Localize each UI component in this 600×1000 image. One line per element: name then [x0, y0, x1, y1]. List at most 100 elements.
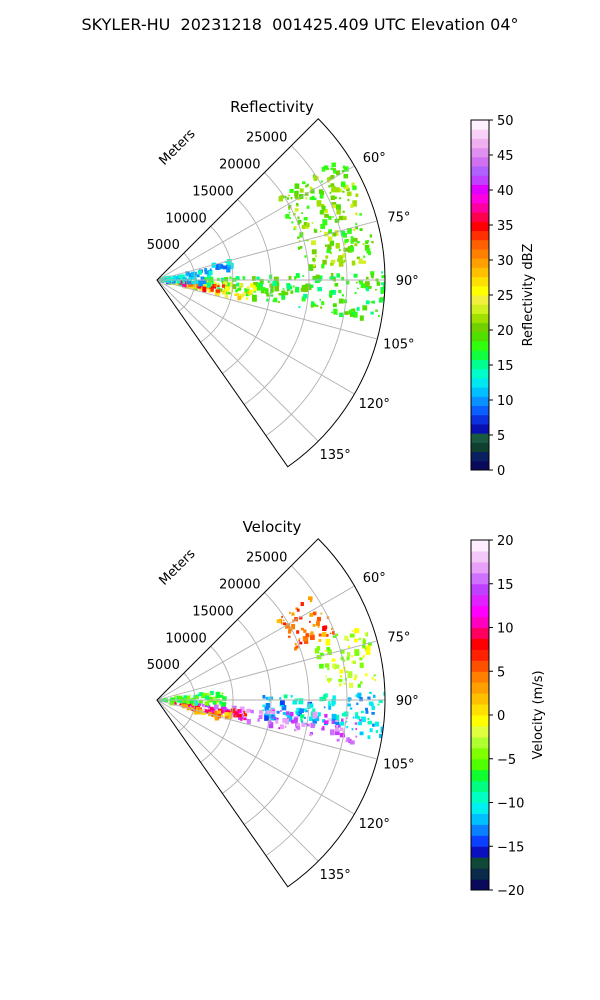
colorbar-swatch — [471, 824, 489, 836]
echo-gate — [281, 615, 283, 618]
echo-gate — [187, 702, 192, 706]
echo-gate — [258, 715, 263, 720]
echo-gate — [330, 174, 335, 180]
echo-gate — [331, 162, 336, 168]
echo-gate — [291, 719, 295, 724]
echo-gate — [319, 663, 324, 669]
echo-gate — [362, 655, 365, 658]
azimuth-tick-label: 105° — [383, 758, 414, 773]
echo-gate — [302, 635, 308, 642]
azimuth-tick-label: 90° — [396, 694, 419, 709]
echo-gate — [330, 252, 332, 254]
echo-gate — [328, 706, 332, 710]
echo-gate — [300, 287, 306, 292]
echo-gate — [205, 710, 209, 714]
echo-gate — [356, 306, 360, 311]
echo-gate — [293, 717, 298, 724]
echo-gate — [193, 709, 199, 715]
echo-gate — [222, 290, 225, 293]
echo-gate — [203, 693, 208, 698]
echo-gate — [321, 697, 327, 702]
echo-gate — [325, 638, 331, 646]
echo-gate — [318, 189, 323, 194]
echo-gate — [171, 699, 174, 704]
echo-gate — [214, 710, 219, 716]
range-ring — [265, 145, 348, 437]
echo-gate — [278, 195, 283, 202]
echo-gate — [321, 204, 325, 208]
echo-gate — [180, 698, 185, 704]
echo-gate — [305, 283, 311, 290]
echo-gate — [321, 301, 325, 306]
echo-gate — [335, 243, 340, 249]
echo-gate — [246, 291, 250, 295]
echo-gate — [294, 278, 297, 280]
echo-gate — [370, 301, 373, 304]
echo-gate — [340, 181, 346, 188]
echo-gate — [303, 221, 308, 227]
colorbar-swatch — [471, 682, 489, 694]
echo-gate — [288, 275, 292, 280]
echo-gate — [195, 280, 200, 284]
echo-gate — [306, 183, 309, 187]
echo-gate — [331, 202, 337, 207]
echo-gate — [356, 702, 359, 705]
echo-gate — [193, 709, 196, 713]
echo-gate — [295, 729, 298, 732]
echo-gate — [335, 721, 340, 726]
echo-gate — [352, 716, 355, 719]
echo-gate — [331, 311, 333, 314]
echo-gate — [333, 308, 338, 315]
echo-gate — [281, 704, 287, 711]
echo-gate — [242, 292, 246, 296]
echo-gate — [368, 701, 374, 706]
echo-gate — [342, 210, 345, 213]
echo-gate — [238, 287, 242, 291]
colorbar-swatch — [471, 239, 489, 250]
colorbar-swatch — [471, 572, 489, 585]
colorbar-swatch — [471, 583, 489, 596]
echo-gate — [255, 284, 261, 291]
colorbar-swatch — [471, 660, 489, 672]
echo-gate — [369, 234, 373, 238]
echo-gate — [328, 677, 332, 681]
echo-gate — [242, 277, 246, 280]
colorbar-swatch — [471, 879, 489, 891]
echo-gate — [319, 230, 322, 233]
echo-field — [159, 596, 385, 745]
echo-gate — [264, 288, 269, 294]
echo-gate — [246, 286, 250, 290]
echo-gate — [353, 311, 358, 318]
echo-gate — [176, 282, 179, 286]
echo-gate — [319, 193, 324, 199]
echo-gate — [328, 229, 332, 234]
echo-gate — [347, 227, 352, 234]
echo-gate — [362, 639, 367, 645]
echo-gate — [331, 658, 336, 662]
echo-gate — [297, 236, 300, 239]
echo-gate — [274, 282, 280, 288]
colorbar-tick-label: 35 — [497, 219, 514, 234]
echo-gate — [330, 259, 336, 264]
echo-gate — [285, 623, 291, 629]
echo-gate — [359, 719, 362, 722]
echo-gate — [344, 239, 349, 243]
colorbar-swatch — [471, 561, 489, 574]
colorbar-tick-label: 5 — [497, 429, 505, 444]
reflectivity-range-label: Meters — [157, 126, 199, 168]
echo-gate — [240, 717, 243, 721]
echo-gate — [297, 216, 300, 220]
echo-gate — [332, 232, 337, 237]
echo-gate — [347, 651, 351, 657]
echo-gate — [382, 281, 385, 288]
echo-gate — [212, 700, 216, 705]
echo-gate — [273, 716, 277, 721]
echo-gate — [320, 224, 326, 230]
echo-gate — [190, 286, 195, 290]
colorbar-swatch — [471, 671, 489, 683]
echo-gate — [330, 183, 335, 187]
range-ring — [243, 172, 310, 405]
echo-gate — [387, 308, 391, 312]
echo-gate — [331, 204, 337, 209]
echo-gate — [370, 271, 375, 276]
